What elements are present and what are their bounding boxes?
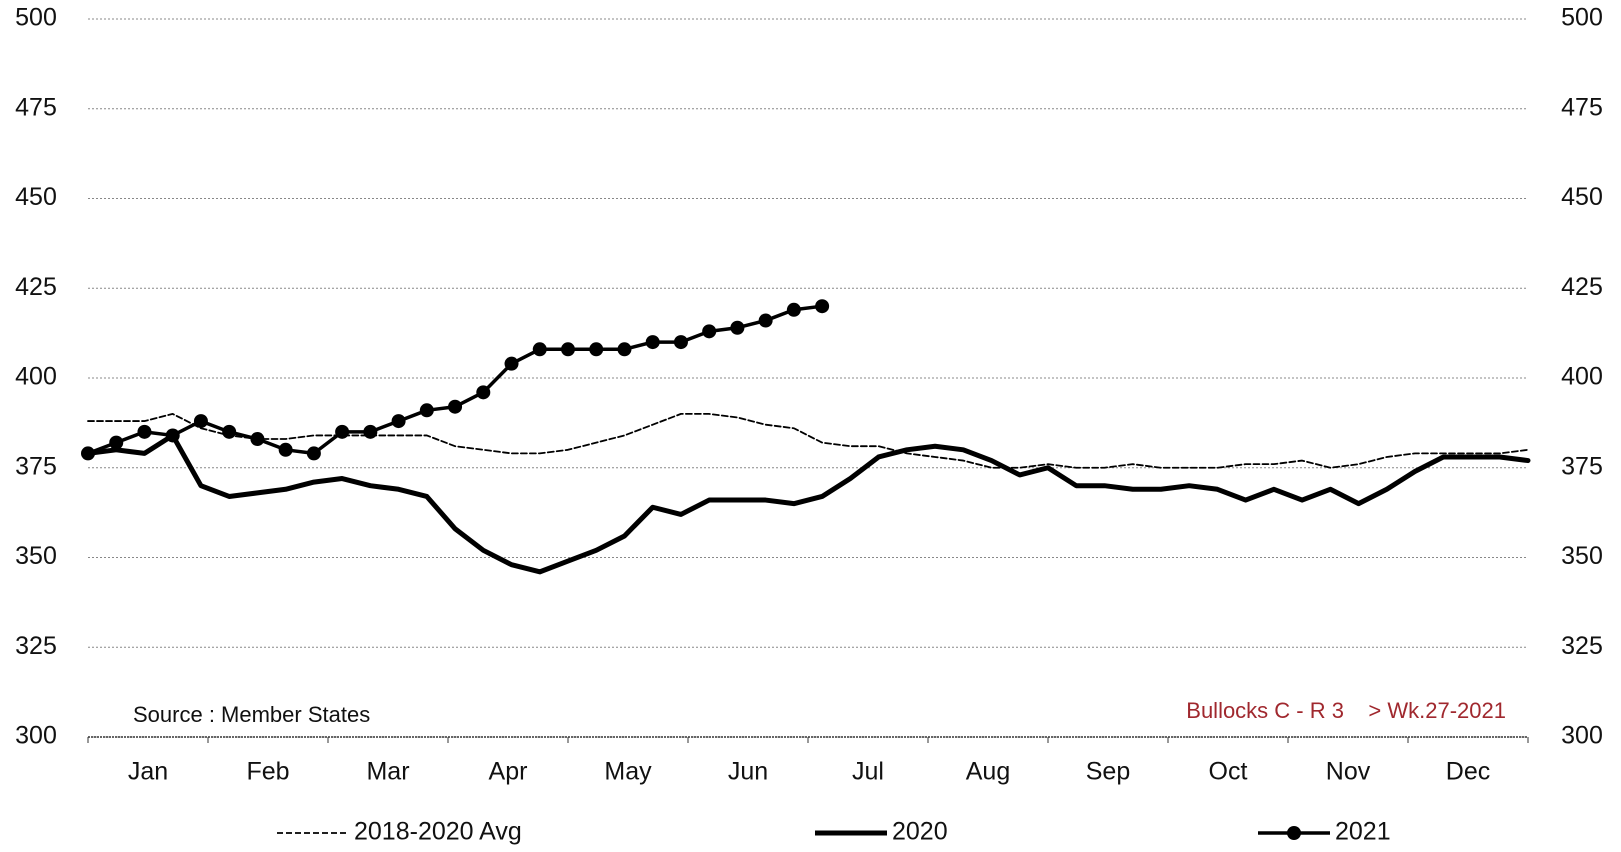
point [448, 399, 463, 414]
point [165, 428, 180, 443]
y2-tick-label: 500 [1561, 4, 1603, 32]
y2-tick-label: 325 [1561, 632, 1603, 660]
y2-tick-label: 350 [1561, 542, 1603, 570]
x-tick-label: Apr [489, 758, 528, 786]
legend-label: 2020 [892, 818, 948, 846]
point [702, 324, 717, 339]
y2-tick-label: 475 [1561, 93, 1603, 121]
x-tick-label: Dec [1446, 758, 1490, 786]
y2-tick-label: 300 [1561, 722, 1603, 750]
point [504, 356, 519, 371]
point [363, 424, 378, 439]
point [81, 446, 95, 461]
point [589, 342, 604, 357]
legend-label: 2021 [1335, 818, 1391, 846]
y-tick-label: 450 [15, 183, 57, 211]
y2-tick-label: 375 [1561, 452, 1603, 480]
x-tick-label: Oct [1209, 758, 1248, 786]
point [730, 320, 745, 335]
y2-tick-label: 425 [1561, 273, 1603, 301]
y-tick-label: 350 [15, 542, 57, 570]
y-tick-label: 500 [15, 4, 57, 32]
x-tick-label: Aug [966, 758, 1010, 786]
point [335, 424, 350, 439]
x-tick-label: Mar [366, 758, 409, 786]
point [645, 335, 660, 350]
y-tick-label: 475 [15, 93, 57, 121]
y-tick-label: 300 [15, 722, 57, 750]
series-note: Bullocks C - R 3 > Wk.27-2021 [1186, 698, 1506, 723]
point [250, 432, 265, 447]
point [532, 342, 547, 357]
point [815, 299, 830, 314]
x-tick-label: Jul [852, 758, 884, 786]
point [673, 335, 688, 350]
x-tick-label: Jan [128, 758, 168, 786]
y-tick-label: 325 [15, 632, 57, 660]
point [391, 414, 406, 429]
x-tick-label: Sep [1086, 758, 1130, 786]
legend-label: 2018-2020 Avg [354, 818, 522, 846]
x-tick-label: Nov [1326, 758, 1371, 786]
y-tick-label: 375 [15, 452, 57, 480]
y2-tick-label: 450 [1561, 183, 1603, 211]
y-tick-label: 400 [15, 363, 57, 391]
point [109, 435, 124, 450]
y-tick-label: 425 [15, 273, 57, 301]
point [193, 414, 208, 429]
point [617, 342, 632, 357]
point [786, 302, 801, 317]
point [278, 442, 293, 457]
x-tick-label: May [604, 758, 652, 786]
point [137, 424, 152, 439]
y2-tick-label: 400 [1561, 363, 1603, 391]
point [476, 385, 491, 400]
point [306, 446, 321, 461]
point [561, 342, 575, 357]
point [222, 424, 237, 439]
source-note: Source : Member States [133, 702, 370, 727]
x-tick-label: Jun [728, 758, 768, 786]
series-line [85, 432, 1531, 575]
x-tick-label: Feb [246, 758, 289, 786]
series-line [87, 412, 1529, 469]
legend-marker [1287, 826, 1301, 840]
point [419, 403, 434, 418]
point [758, 313, 773, 328]
